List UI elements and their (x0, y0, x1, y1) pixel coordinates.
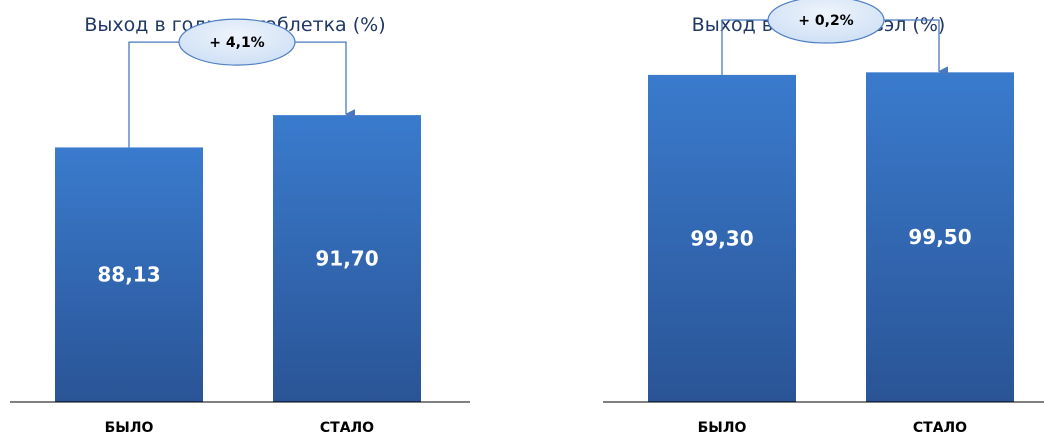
change-label: + 4,1% (209, 35, 264, 51)
category-label-after: СТАЛО (912, 420, 968, 436)
category-label-after: СТАЛО (319, 420, 375, 436)
bar-after (273, 115, 421, 403)
data-label-after: 99,50 (908, 225, 971, 249)
data-label-before: 99,30 (690, 226, 753, 250)
bar-after (866, 72, 1014, 403)
category-label-before: БЫЛО (697, 420, 747, 436)
data-label-before: 88,13 (97, 263, 160, 287)
change-label: + 0,2% (798, 13, 853, 29)
change-bubble (767, 0, 885, 44)
chart-plot-area: 88,13 91,70 + 4,1% (10, 18, 470, 403)
data-label-after: 91,70 (315, 247, 378, 271)
chart-plot-area: 99,30 99,50 + 0,2% (603, 0, 1044, 403)
chart-tablet-yield: Выход в годное, таблетка (%) 88,1391,70+… (0, 0, 470, 436)
change-bubble (178, 18, 296, 66)
category-label-before: БЫЛО (104, 420, 154, 436)
bar-before (648, 74, 796, 403)
bar-before (55, 147, 203, 402)
